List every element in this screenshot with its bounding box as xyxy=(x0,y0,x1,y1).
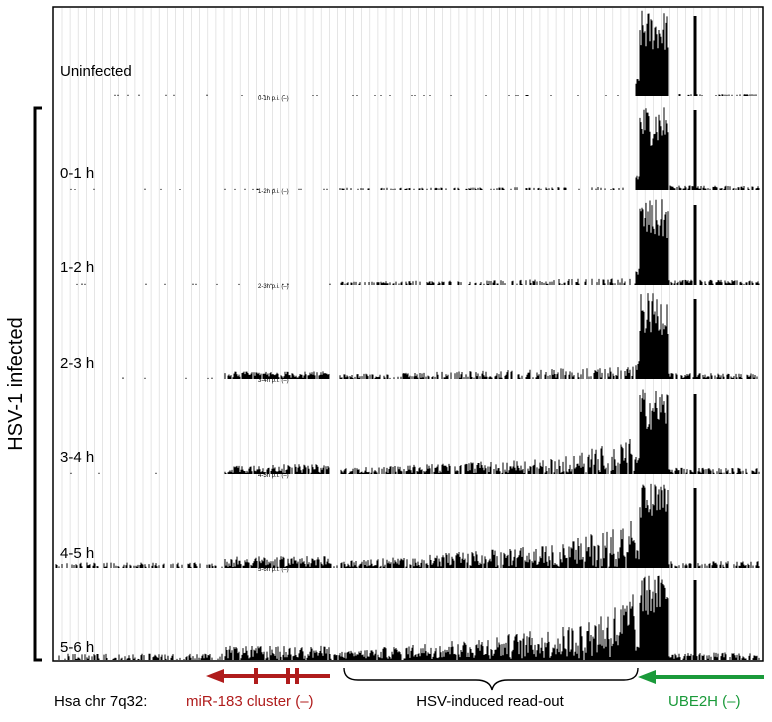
track-label-4-5h: 4-5 h xyxy=(60,545,94,562)
track-subtitle: 2-3h p.i. (–) xyxy=(258,284,289,290)
track-labels: Uninfected 0-1 h 1-2 h 2-3 h 3-4 h 4-5 h… xyxy=(60,63,132,656)
mir-183-arrow xyxy=(206,668,330,684)
track-signal-1-2h xyxy=(76,199,760,285)
track-signal-0-1h xyxy=(70,107,760,190)
browser-frame xyxy=(52,6,764,662)
chromosome-label: Hsa chr 7q32: xyxy=(54,693,147,710)
track-subtitles: 0-1h p.i. (–) 1-2h p.i. (–) 2-3h p.i. (–… xyxy=(258,96,289,573)
track-signal-uninfected xyxy=(114,10,757,96)
track-subtitle: 0-1h p.i. (–) xyxy=(258,96,289,102)
infected-bracket xyxy=(33,106,42,662)
track-signals xyxy=(55,10,760,660)
track-label-0-1h: 0-1 h xyxy=(60,165,94,182)
track-signal-3-4h xyxy=(70,389,760,474)
track-subtitle: 5-6h p.i. (–) xyxy=(258,567,289,573)
track-signal-4-5h xyxy=(55,483,760,568)
track-subtitle: 4-5h p.i. (–) xyxy=(258,473,289,479)
track-label-uninfected: Uninfected xyxy=(60,63,132,80)
track-subtitle: 3-4h p.i. (–) xyxy=(258,378,289,384)
readout-brace xyxy=(343,667,639,691)
track-signal-2-3h xyxy=(122,293,758,379)
readout-label: HSV-induced read-out xyxy=(416,693,564,710)
mir-183-cluster-label: miR-183 cluster (–) xyxy=(186,693,314,710)
group-label-hsv1-infected: HSV-1 infected xyxy=(5,317,27,450)
track-signal-5-6h xyxy=(58,575,760,660)
track-label-3-4h: 3-4 h xyxy=(60,449,94,466)
track-label-5-6h: 5-6 h xyxy=(60,639,94,656)
track-subtitle: 1-2h p.i. (–) xyxy=(258,189,289,195)
track-label-2-3h: 2-3 h xyxy=(60,355,94,372)
ube2h-arrow xyxy=(638,670,764,684)
track-label-1-2h: 1-2 h xyxy=(60,259,94,276)
ube2h-label: UBE2H (–) xyxy=(668,693,741,710)
